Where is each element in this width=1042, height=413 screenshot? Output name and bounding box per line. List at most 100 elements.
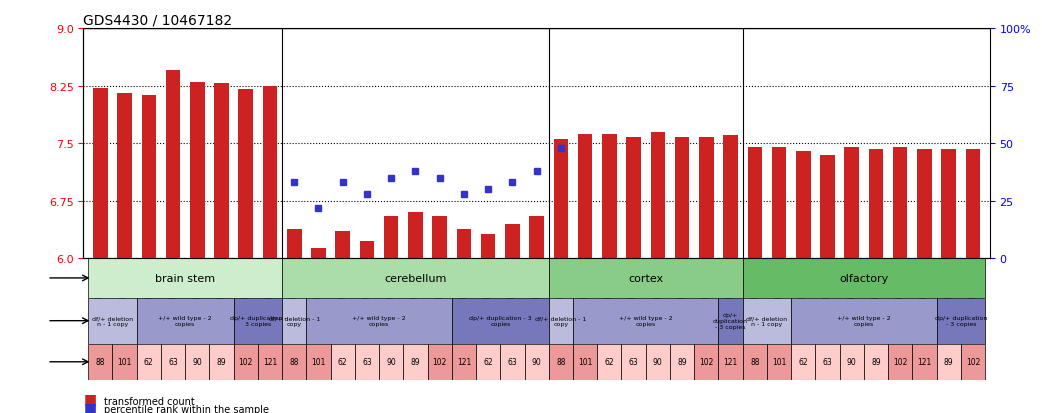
Bar <box>549 344 573 380</box>
Text: brain stem: brain stem <box>155 273 216 283</box>
Bar <box>142 95 156 259</box>
Bar <box>500 344 524 380</box>
Text: 102: 102 <box>893 357 908 366</box>
Text: 102: 102 <box>432 357 447 366</box>
Text: 121: 121 <box>263 357 277 366</box>
Text: +/+ wild type - 2
copies: +/+ wild type - 2 copies <box>619 316 672 326</box>
Text: 101: 101 <box>312 357 326 366</box>
Bar <box>452 344 476 380</box>
Bar <box>209 344 233 380</box>
Bar <box>816 344 840 380</box>
Text: 62: 62 <box>483 357 493 366</box>
Text: ■: ■ <box>83 392 97 406</box>
Bar <box>452 298 549 344</box>
Text: GDS4430 / 10467182: GDS4430 / 10467182 <box>83 14 232 28</box>
Bar <box>432 216 447 259</box>
Text: +/+ wild type - 2
copies: +/+ wild type - 2 copies <box>158 316 212 326</box>
Bar <box>312 249 326 259</box>
Text: 63: 63 <box>168 357 178 366</box>
Bar <box>456 230 471 259</box>
Text: 121: 121 <box>456 357 471 366</box>
Text: 62: 62 <box>144 357 153 366</box>
Text: 90: 90 <box>653 357 663 366</box>
Bar <box>699 138 714 259</box>
Bar <box>287 230 301 259</box>
Bar <box>89 259 282 298</box>
Text: 62: 62 <box>604 357 614 366</box>
Bar <box>185 344 209 380</box>
Text: 62: 62 <box>798 357 809 366</box>
Text: 90: 90 <box>387 357 396 366</box>
Bar <box>573 298 718 344</box>
Bar <box>408 213 423 259</box>
Bar <box>89 298 137 344</box>
Text: 89: 89 <box>411 357 420 366</box>
Text: 89: 89 <box>944 357 953 366</box>
Bar <box>961 344 985 380</box>
Bar <box>480 234 495 259</box>
Bar <box>476 344 500 380</box>
Bar <box>359 241 374 259</box>
Text: df/+ deletion
n - 1 copy: df/+ deletion n - 1 copy <box>746 316 788 326</box>
Bar <box>336 232 350 259</box>
Bar <box>578 135 593 259</box>
Bar <box>718 344 743 380</box>
Text: +/+ wild type - 2
copies: +/+ wild type - 2 copies <box>352 316 406 326</box>
Bar <box>694 344 718 380</box>
Bar <box>549 259 743 298</box>
Text: 101: 101 <box>772 357 787 366</box>
Text: 90: 90 <box>531 357 542 366</box>
Bar <box>239 90 253 259</box>
Text: transformed count: transformed count <box>104 396 195 406</box>
Text: 102: 102 <box>966 357 981 366</box>
Bar <box>864 344 888 380</box>
Bar <box>379 344 403 380</box>
Bar <box>355 344 379 380</box>
Bar <box>893 147 908 259</box>
Bar <box>113 344 137 380</box>
Bar <box>93 89 107 259</box>
Text: 89: 89 <box>871 357 880 366</box>
Text: percentile rank within the sample: percentile rank within the sample <box>104 404 269 413</box>
Bar <box>917 150 932 259</box>
Bar <box>118 94 132 259</box>
Text: 102: 102 <box>239 357 253 366</box>
Bar <box>529 216 544 259</box>
Bar <box>626 138 641 259</box>
Bar <box>505 224 520 259</box>
Text: df/+ deletion - 1
copy: df/+ deletion - 1 copy <box>269 316 320 326</box>
Bar <box>137 344 160 380</box>
Bar <box>257 344 282 380</box>
Bar <box>282 259 549 298</box>
Text: 89: 89 <box>677 357 687 366</box>
Bar <box>941 150 956 259</box>
Bar <box>675 138 690 259</box>
Bar <box>602 135 617 259</box>
Text: 121: 121 <box>723 357 738 366</box>
Bar <box>913 344 937 380</box>
Bar <box>553 140 568 259</box>
Text: 63: 63 <box>822 357 833 366</box>
Bar <box>306 298 452 344</box>
Bar <box>427 344 452 380</box>
Bar <box>166 71 180 259</box>
Bar <box>791 344 816 380</box>
Bar <box>772 147 787 259</box>
Bar <box>723 136 738 259</box>
Bar <box>573 344 597 380</box>
Text: df/+ deletion - 1
copy: df/+ deletion - 1 copy <box>536 316 587 326</box>
Bar <box>840 344 864 380</box>
Text: 88: 88 <box>556 357 566 366</box>
Bar <box>306 344 330 380</box>
Text: 88: 88 <box>290 357 299 366</box>
Bar <box>282 344 306 380</box>
Bar <box>215 84 229 259</box>
Bar <box>160 344 185 380</box>
Bar <box>524 344 549 380</box>
Text: 88: 88 <box>96 357 105 366</box>
Bar <box>330 344 355 380</box>
Text: cortex: cortex <box>628 273 664 283</box>
Bar <box>747 147 762 259</box>
Bar <box>233 344 257 380</box>
Bar <box>89 344 113 380</box>
